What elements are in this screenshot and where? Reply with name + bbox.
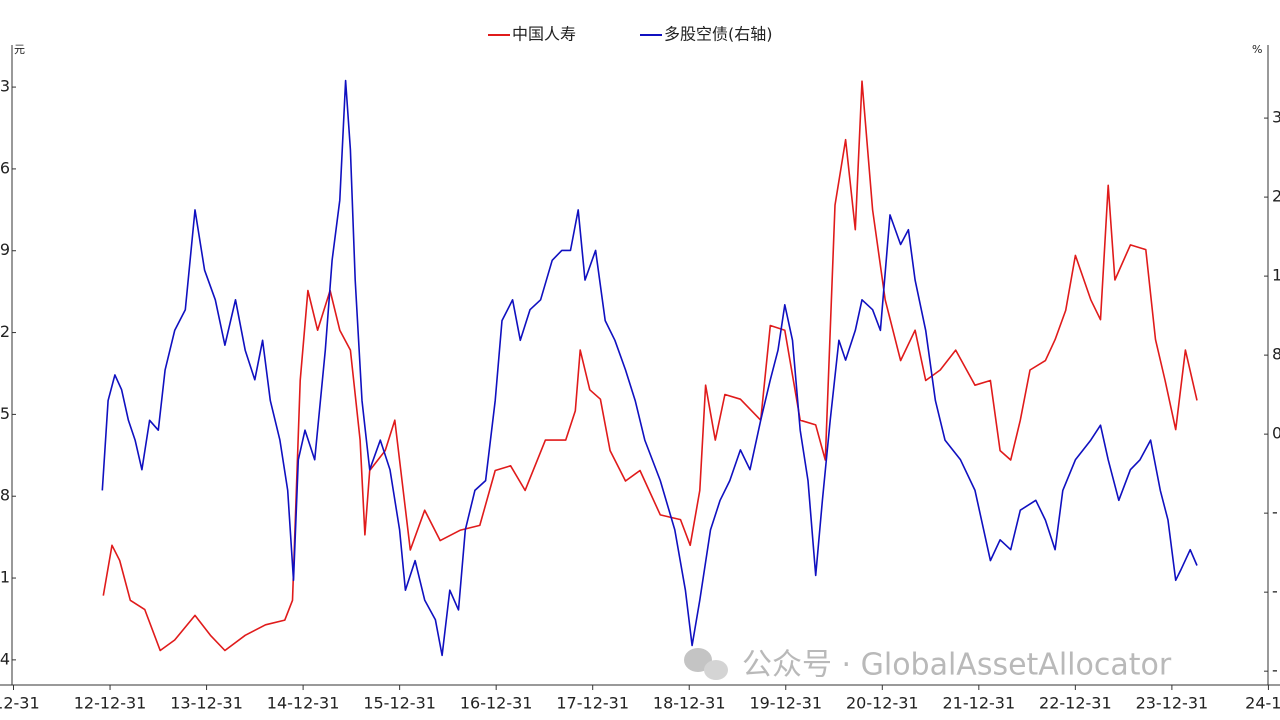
y2-tick-label: - xyxy=(1272,582,1278,601)
legend-label: 中国人寿 xyxy=(512,25,576,44)
left-unit: 元 xyxy=(14,43,25,56)
x-tick-label: 18-12-31 xyxy=(653,694,726,713)
y-tick-label: 6 xyxy=(0,158,10,177)
y-tick-label: 4 xyxy=(0,649,10,668)
y-tick-label: 8 xyxy=(0,486,10,505)
y2-tick-label: 1 xyxy=(1272,266,1280,285)
x-tick-label: 20-12-31 xyxy=(846,694,919,713)
legend-label: 多股空债(右轴) xyxy=(664,25,773,44)
watermark: 公众号 · GlobalAssetAllocator xyxy=(742,648,1172,683)
x-tick-label: 14-12-31 xyxy=(267,694,340,713)
y2-tick-label: 3 xyxy=(1272,108,1280,127)
series-line xyxy=(101,79,1198,657)
x-tick-label: 23-12-31 xyxy=(1136,694,1209,713)
y-tick-label: 2 xyxy=(0,322,10,341)
x-tick-label: 16-12-31 xyxy=(460,694,533,713)
x-tick-label: 17-12-31 xyxy=(556,694,629,713)
y-tick-label: 3 xyxy=(0,77,10,96)
y-tick-label: 5 xyxy=(0,404,10,423)
y-tick-label: 9 xyxy=(0,240,10,259)
x-tick-label: 12-12-31 xyxy=(74,694,147,713)
x-tick-label: 24-12 xyxy=(1245,694,1280,713)
x-tick-label: 15-12-31 xyxy=(363,694,436,713)
x-tick-label: 13-12-31 xyxy=(170,694,243,713)
y2-tick-label: - xyxy=(1272,503,1278,522)
watermark-icon xyxy=(684,648,728,680)
x-tick-label: -12-31 xyxy=(0,694,40,713)
y2-tick-label: 0 xyxy=(1272,424,1280,443)
series-line xyxy=(102,80,1198,652)
x-tick-label: 19-12-31 xyxy=(749,694,822,713)
x-tick-label: 21-12-31 xyxy=(943,694,1016,713)
right-unit: % xyxy=(1252,43,1262,56)
y2-tick-label: 8 xyxy=(1272,345,1280,364)
x-tick-label: 22-12-31 xyxy=(1039,694,1112,713)
y2-tick-label: 2 xyxy=(1272,187,1280,206)
y2-tick-label: - xyxy=(1272,661,1278,680)
y-tick-label: 1 xyxy=(0,568,10,587)
